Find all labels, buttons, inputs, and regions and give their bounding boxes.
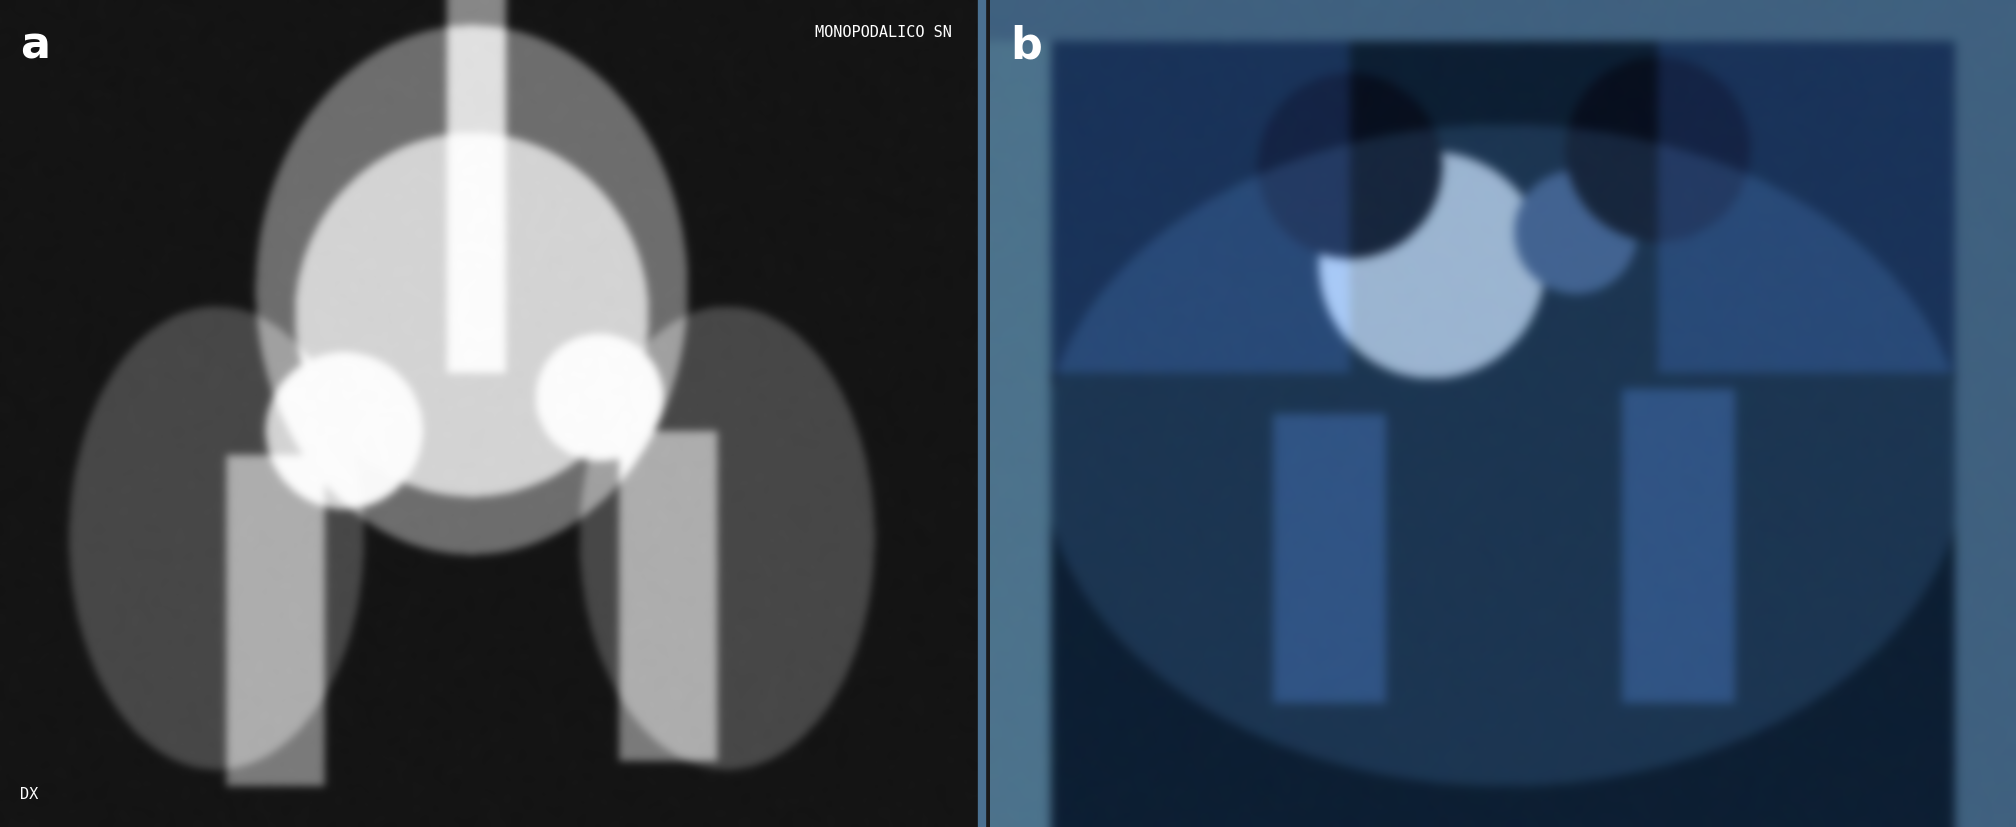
Text: MONOPODALICO SN: MONOPODALICO SN <box>814 25 952 40</box>
Text: a: a <box>20 25 50 68</box>
Text: DX: DX <box>20 787 38 802</box>
Text: b: b <box>1010 25 1042 68</box>
